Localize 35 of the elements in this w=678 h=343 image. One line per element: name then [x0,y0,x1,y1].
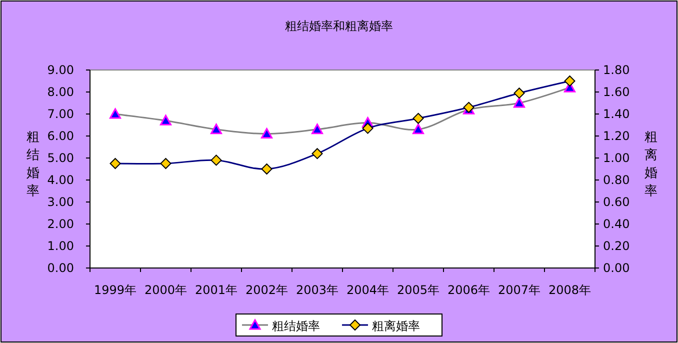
y2-tick-label: 0.80 [603,173,630,187]
y-tick-label: 8.00 [47,85,74,99]
x-tick-label: 2000年 [144,283,188,297]
chart-title: 粗结婚率和粗离婚率 [285,19,393,33]
y2-tick-label: 0.00 [603,261,630,275]
y-axis-title: 粗结婚率 [26,130,40,199]
x-tick-label: 1999年 [94,283,137,297]
x-tick-label: 2007年 [498,283,541,297]
x-tick-label: 2006年 [447,283,490,297]
y2-tick-label: 0.60 [603,195,630,209]
y2-tick-label: 1.60 [603,85,630,99]
y-tick-label: 4.00 [47,173,74,187]
x-tick-label: 2008年 [548,283,592,297]
y-tick-label: 0.00 [47,261,74,275]
y-tick-label: 2.00 [47,217,74,231]
y-tick-label: 7.00 [47,107,74,121]
y2-tick-label: 0.40 [603,217,630,231]
x-tick-label: 2005年 [396,283,440,297]
legend-label: 粗结婚率 [272,319,320,333]
y-tick-label: 3.00 [47,195,74,209]
y2-tick-label: 1.40 [603,107,630,121]
x-tick-label: 2002年 [245,283,288,297]
x-tick-label: 2004年 [346,283,390,297]
y-tick-label: 1.00 [47,239,74,253]
y2-tick-label: 1.80 [603,63,630,77]
x-tick-label: 2003年 [296,283,339,297]
y2-axis-title: 粗离婚率 [644,130,658,199]
y-tick-label: 5.00 [47,151,74,165]
y2-tick-label: 0.20 [603,239,630,253]
y-tick-label: 9.00 [47,63,74,77]
y2-tick-label: 1.20 [603,129,630,143]
legend-label: 粗离婚率 [372,319,420,333]
y2-tick-label: 1.00 [603,151,630,165]
y-tick-label: 6.00 [47,129,74,143]
x-tick-label: 2001年 [194,283,238,297]
